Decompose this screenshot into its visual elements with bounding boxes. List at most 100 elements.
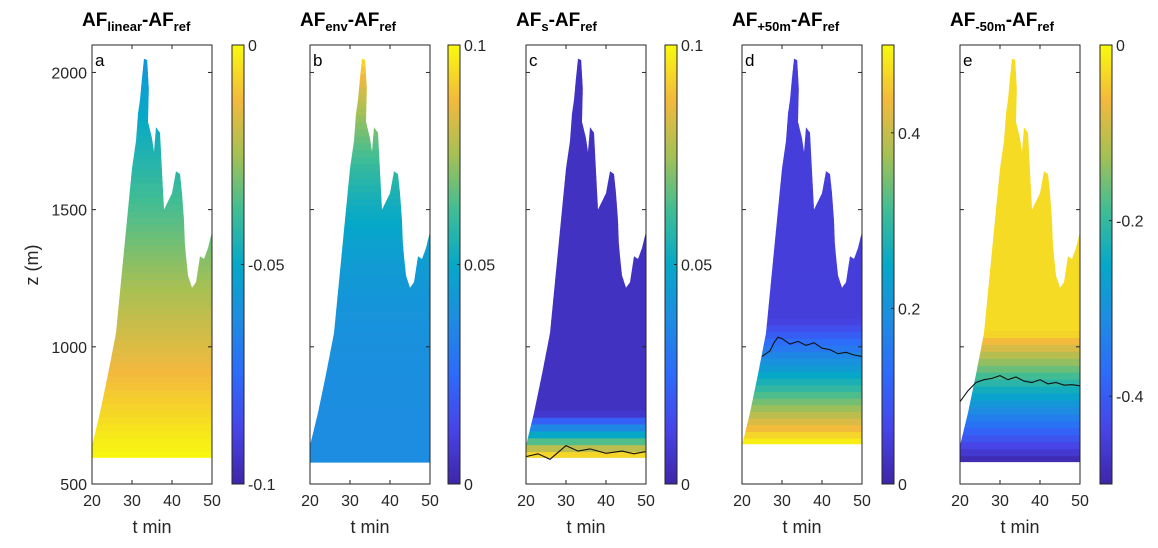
heatmap-band xyxy=(960,218,1080,227)
heatmap-band xyxy=(310,260,430,269)
heatmap-band xyxy=(960,413,1080,422)
heatmap-band xyxy=(92,402,212,411)
heatmap-band xyxy=(742,331,862,339)
heatmap-band xyxy=(92,375,212,384)
heatmap-band xyxy=(742,384,862,392)
heatmap-band xyxy=(310,302,430,311)
heatmap-band xyxy=(310,358,430,367)
heatmap-band xyxy=(526,237,646,246)
colorbar-d xyxy=(881,44,895,485)
colorbar-tick-label: 0.1 xyxy=(464,38,486,55)
heatmap-band xyxy=(310,191,430,200)
heatmap-band xyxy=(526,134,646,143)
heatmap-band xyxy=(742,204,862,213)
colorbar-tick-label: 0 xyxy=(248,38,257,55)
heatmap-band xyxy=(960,142,1080,151)
heatmap-field-e xyxy=(960,58,1080,463)
heatmap-band xyxy=(742,371,862,379)
heatmap-band xyxy=(960,246,1080,255)
heatmap-band xyxy=(92,423,212,432)
heatmap-band xyxy=(526,244,646,253)
heatmap-band xyxy=(92,148,212,157)
heatmap-band xyxy=(92,203,212,212)
heatmap-band xyxy=(960,65,1080,74)
heatmap-band xyxy=(960,191,1080,199)
x-axis-label: t min xyxy=(1000,517,1039,537)
heatmap-band xyxy=(960,197,1080,206)
heatmap-band xyxy=(310,413,430,422)
heatmap-band xyxy=(742,124,862,133)
heatmap-band xyxy=(310,170,430,179)
colorbar-tick-label: 0 xyxy=(681,477,690,494)
heatmap-band xyxy=(92,354,212,363)
heatmap-band xyxy=(960,455,1080,463)
heatmap-band xyxy=(310,441,430,450)
heatmap-band xyxy=(526,389,646,397)
heatmap-band xyxy=(92,182,212,191)
colorbar-tick-label: -0.1 xyxy=(248,477,276,494)
heatmap-band xyxy=(526,320,646,329)
heatmap-band xyxy=(742,91,862,100)
heatmap-band xyxy=(92,444,212,453)
x-tick-label: 30 xyxy=(557,493,575,510)
heatmap-band xyxy=(310,232,430,241)
x-tick-label: 20 xyxy=(83,493,101,510)
heatmap-band xyxy=(526,93,646,102)
heatmap-band xyxy=(310,135,430,144)
heatmap-band xyxy=(310,281,430,290)
panel-letter: a xyxy=(95,51,105,70)
heatmap-band xyxy=(960,225,1080,234)
heatmap-band xyxy=(310,337,430,346)
heatmap-band xyxy=(310,198,430,207)
x-tick-label: 20 xyxy=(733,493,751,510)
heatmap-band xyxy=(960,114,1080,123)
heatmap-band xyxy=(742,391,862,399)
heatmap-band xyxy=(742,244,862,253)
heatmap-band xyxy=(92,162,212,170)
heatmap-band xyxy=(960,385,1080,394)
heatmap-band xyxy=(960,58,1080,60)
heatmap-band xyxy=(310,386,430,394)
heatmap-band xyxy=(310,316,430,325)
heatmap-band xyxy=(742,45,862,53)
colorbar-tick-label: 0.2 xyxy=(898,301,920,318)
heatmap-band xyxy=(742,364,862,373)
heatmap-band xyxy=(742,437,862,446)
heatmap-band xyxy=(310,177,430,186)
x-tick-label: 40 xyxy=(597,493,615,510)
heatmap-band xyxy=(310,128,430,137)
heatmap-band xyxy=(960,399,1080,408)
panel-letter: e xyxy=(963,51,972,70)
heatmap-band xyxy=(742,151,862,160)
heatmap-band xyxy=(526,285,646,294)
heatmap-band xyxy=(92,368,212,377)
heatmap-band xyxy=(960,350,1080,359)
heatmap-band xyxy=(92,175,212,184)
heatmap-field-a xyxy=(92,58,212,458)
heatmap-band xyxy=(92,58,212,67)
heatmap-band xyxy=(92,120,212,129)
heatmap-band xyxy=(742,191,862,200)
heatmap-band xyxy=(310,239,430,248)
heatmap-band xyxy=(92,65,212,74)
heatmap-band xyxy=(960,204,1080,213)
heatmap-band xyxy=(92,58,212,60)
heatmap-band xyxy=(742,224,862,233)
heatmap-band xyxy=(742,344,862,353)
heatmap-band xyxy=(92,292,212,301)
heatmap-band xyxy=(92,409,212,418)
panel-title: AF-50m-AFref xyxy=(950,10,1055,34)
heatmap-band xyxy=(960,316,1080,325)
heatmap-band xyxy=(526,148,646,157)
heatmap-band xyxy=(960,371,1080,380)
heatmap-band xyxy=(960,107,1080,116)
heatmap-band xyxy=(960,281,1080,290)
heatmap-band xyxy=(310,72,430,81)
heatmap-band xyxy=(742,118,862,126)
panel-letter: b xyxy=(313,51,322,70)
x-tick-label: 20 xyxy=(301,493,319,510)
heatmap-band xyxy=(92,396,212,404)
heatmap-band xyxy=(526,72,646,81)
heatmap-band xyxy=(960,406,1080,415)
heatmap-band xyxy=(742,184,862,193)
